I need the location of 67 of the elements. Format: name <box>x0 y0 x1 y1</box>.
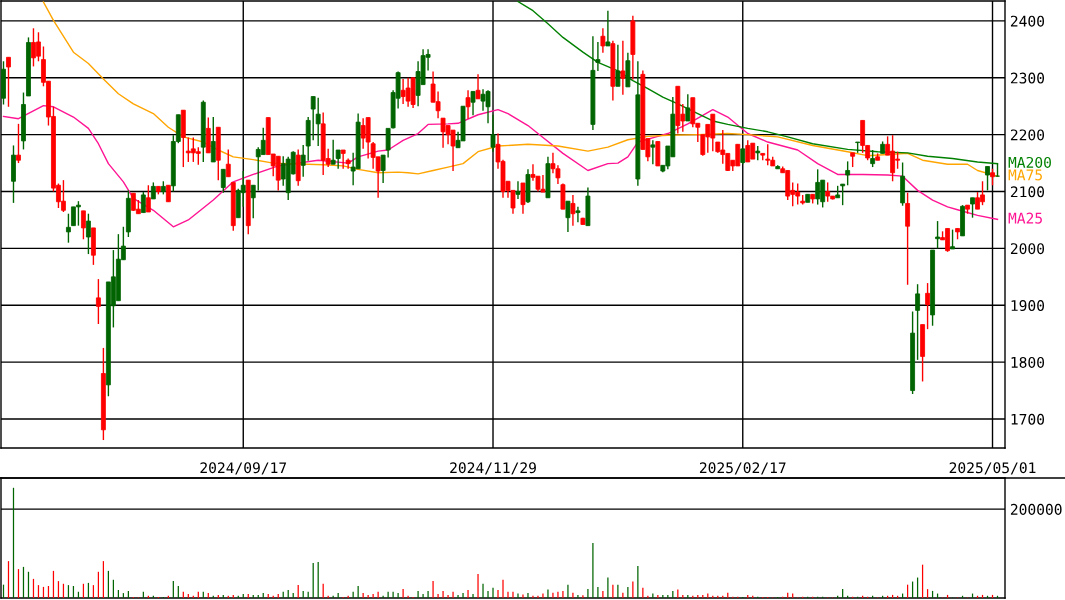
y-tick-label: 1900 <box>1011 300 1045 312</box>
candlestick <box>825 181 831 203</box>
y-tick-label: 1700 <box>1011 413 1045 425</box>
y-tick-label: 2000 <box>1010 243 1045 255</box>
series-label: MA25 <box>1008 212 1042 224</box>
y-tick-label: 2300 <box>1010 72 1045 84</box>
x-tick-label: 2025/02/17 <box>699 462 786 475</box>
y-tick-label: 1800 <box>1011 356 1045 368</box>
candlestick <box>6 56 11 108</box>
y-tick-label: 2100 <box>1010 186 1045 198</box>
candlestick <box>905 191 911 286</box>
candlestick <box>685 93 691 122</box>
x-tick-label: 2024/09/17 <box>200 462 287 475</box>
candlestick <box>565 200 571 233</box>
series-label: MA200 <box>1008 156 1051 168</box>
candlestick <box>490 114 496 153</box>
candlestick <box>970 197 975 219</box>
candlestick <box>925 282 930 330</box>
candlestick <box>275 155 281 192</box>
candlestick <box>475 73 481 100</box>
candlestick <box>66 212 71 244</box>
candlestick <box>470 90 476 117</box>
y-tick-label: 2400 <box>1010 15 1045 27</box>
line-series <box>2 104 999 228</box>
candlestick <box>210 116 216 163</box>
candlestick <box>600 27 606 54</box>
candlestick <box>145 184 151 213</box>
candlestick <box>615 44 621 88</box>
candlestick <box>260 127 266 156</box>
candlestick <box>605 9 611 47</box>
candlestick <box>520 182 526 215</box>
candlestick <box>575 206 581 223</box>
candlestick <box>16 123 21 164</box>
candlestick <box>340 149 346 170</box>
candlestick <box>935 220 940 250</box>
x-tick-label: 2025/05/01 <box>949 462 1036 475</box>
y-tick-label: 200000 <box>1010 503 1062 515</box>
candlestick <box>220 168 226 194</box>
candlestick <box>330 139 336 165</box>
candlestick <box>250 184 256 219</box>
candlestick <box>315 96 321 147</box>
candlestick <box>570 194 576 227</box>
candlestick <box>620 40 626 96</box>
candlestick <box>95 278 101 325</box>
candlestick <box>765 143 771 167</box>
candlestick <box>465 89 471 120</box>
candlestick <box>815 168 821 206</box>
candlestick <box>985 165 990 192</box>
candlestick <box>845 160 851 186</box>
candlestick <box>225 148 231 178</box>
candlestick <box>380 154 386 184</box>
candlestick <box>85 212 91 255</box>
y-tick-label: 2200 <box>1010 129 1045 141</box>
x-tick-label: 2024/11/29 <box>450 462 536 475</box>
line-series <box>42 1 999 177</box>
candlestick <box>840 183 846 206</box>
candlestick <box>915 283 921 361</box>
candlestick <box>400 78 406 105</box>
candlestick <box>81 210 86 240</box>
candlestick <box>650 139 656 165</box>
line-series <box>517 1 999 165</box>
candlestick <box>950 228 955 250</box>
candlestick <box>335 149 341 170</box>
series-label: MA75 <box>1008 169 1042 181</box>
candlestick <box>745 139 751 163</box>
candlestick <box>515 180 521 200</box>
candlestick <box>140 191 146 214</box>
